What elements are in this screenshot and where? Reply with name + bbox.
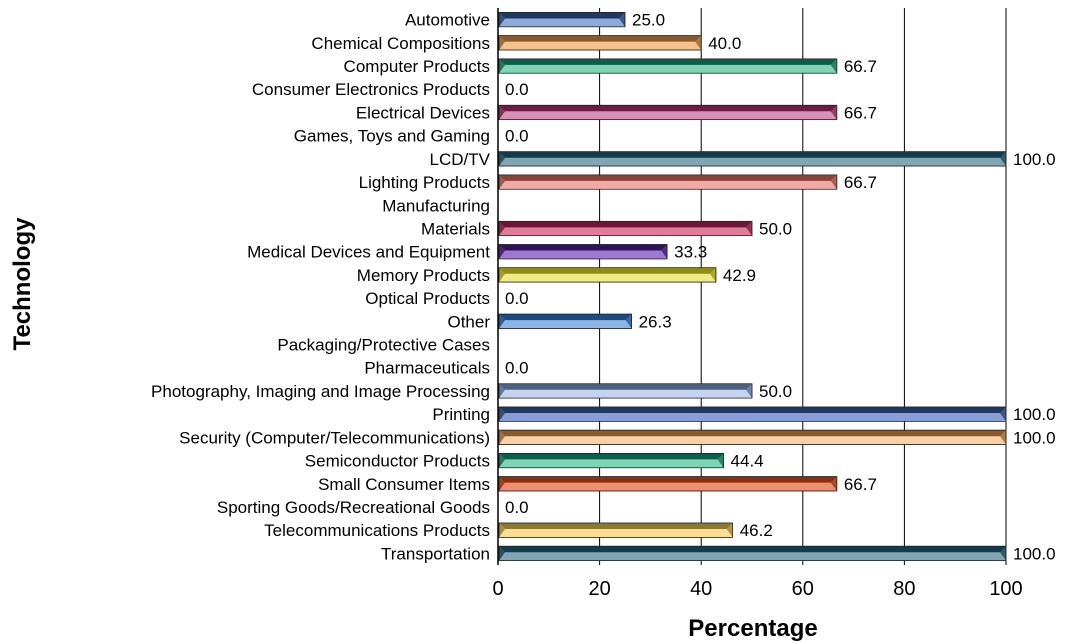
value-label: 50.0 [759,382,792,401]
category-label: Security (Computer/Telecommunications) [179,428,490,447]
value-label: 0.0 [505,80,529,99]
bar [498,12,626,28]
category-label: Telecommunications Products [264,521,490,540]
bar [498,151,1007,167]
category-label: Chemical Compositions [311,34,490,53]
value-label: 100.0 [1013,405,1056,424]
category-label: Transportation [381,544,490,563]
x-tick-label: 60 [792,578,814,600]
value-labels: 25.0 40.0 66.7 0.0 66.7 0.0 100.0 66.7 50.0 33.3 4… [505,11,1056,564]
value-label: 0.0 [505,359,529,378]
bar [498,453,724,469]
bar [498,104,838,120]
value-label: 100.0 [1013,150,1056,169]
value-label: 66.7 [844,173,877,192]
x-tick-label: 0 [492,578,503,600]
x-axis-title: Percentage [688,615,817,642]
value-label: 66.7 [844,103,877,122]
bar [498,58,838,74]
x-tick-label: 100 [989,578,1022,600]
category-label: Photography, Imaging and Image Processin… [151,382,490,401]
x-tick-label: 80 [893,578,915,600]
value-label: 44.4 [731,452,764,471]
category-label: Games, Toys and Gaming [294,127,490,146]
bar [498,244,668,260]
category-label: Memory Products [357,266,490,285]
value-label: 0.0 [505,289,529,308]
x-tick-labels: 0 20 40 60 80 100 [492,578,1022,600]
bar [498,313,632,329]
category-label: Lighting Products [359,173,490,192]
category-label: Printing [432,405,490,424]
category-label: Electrical Devices [356,103,490,122]
value-label: 50.0 [759,219,792,238]
bar [498,267,717,283]
category-label: Sporting Goods/Recreational Goods [217,498,490,517]
bar [498,429,1007,445]
x-tick-label: 20 [588,578,610,600]
category-label: Pharmaceuticals [364,359,490,378]
value-label: 0.0 [505,127,529,146]
value-label: 66.7 [844,57,877,76]
category-label: Materials [421,219,490,238]
bar [498,476,838,492]
bar [498,35,702,51]
category-label: Automotive [405,11,490,30]
bar [498,406,1007,422]
value-label: 66.7 [844,475,877,494]
category-labels: Automotive Chemical Compositions Computer … [151,11,491,564]
bar [498,545,1007,561]
value-label: 46.2 [740,521,773,540]
bar [498,383,753,399]
category-label: Other [447,312,490,331]
bars [498,12,1007,561]
bar [498,174,838,190]
category-label: Semiconductor Products [305,452,490,471]
category-label: Consumer Electronics Products [252,80,490,99]
value-label: 42.9 [723,266,756,285]
value-label: 40.0 [708,34,741,53]
y-axis-title: Technology [9,217,36,351]
category-label: Manufacturing [382,196,490,215]
grid-lines [599,8,1007,565]
category-label: Medical Devices and Equipment [247,243,490,262]
category-label: Packaging/Protective Cases [277,336,490,355]
value-label: 100.0 [1013,544,1056,563]
bar [498,522,734,538]
value-label: 25.0 [632,11,665,30]
value-label: 26.3 [639,312,672,331]
category-label: Optical Products [365,289,490,308]
category-label: Computer Products [344,57,490,76]
x-tick-label: 40 [690,578,712,600]
bar [498,220,753,237]
category-label: Small Consumer Items [318,475,490,494]
value-label: 100.0 [1013,428,1056,447]
category-label: LCD/TV [430,150,491,169]
value-label: 33.3 [674,243,707,262]
value-label: 0.0 [505,498,529,517]
